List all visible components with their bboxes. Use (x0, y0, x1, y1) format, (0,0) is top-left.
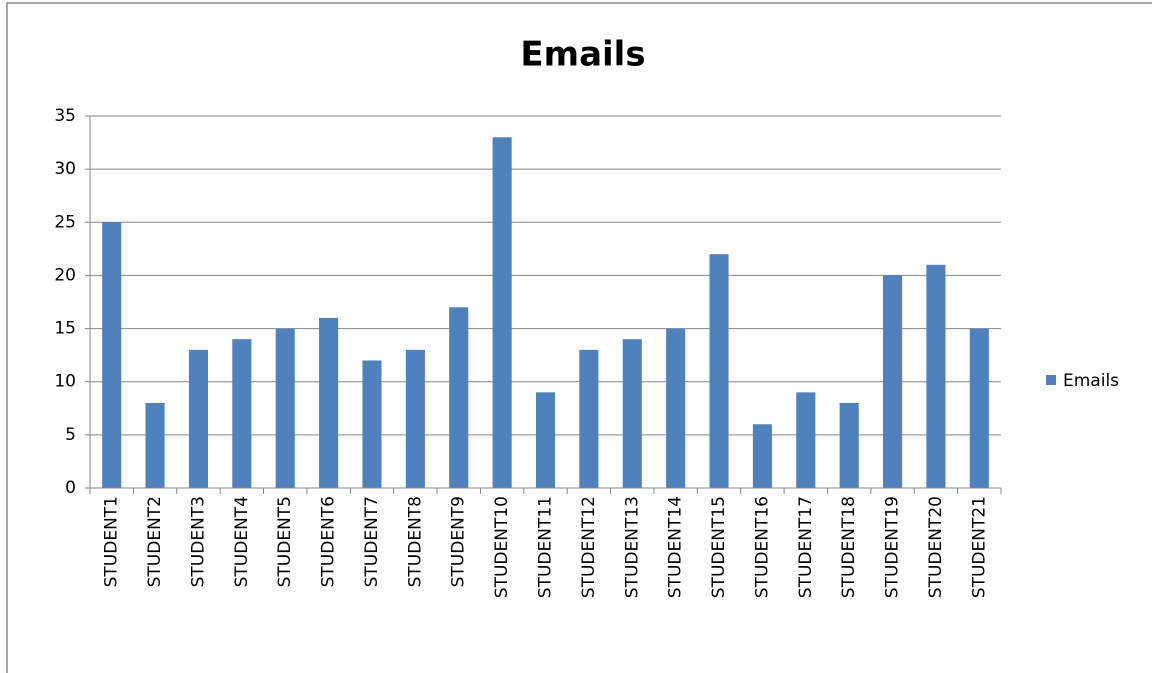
bar (839, 402, 859, 488)
bar (362, 360, 382, 488)
bar (926, 264, 946, 488)
bar (883, 275, 903, 488)
bar (449, 307, 469, 488)
y-tick-label: 5 (65, 425, 76, 445)
x-tick-label: STUDENT16 (752, 496, 772, 598)
x-tick-label: STUDENT13 (622, 496, 642, 598)
bar (102, 222, 122, 489)
x-tick-label: STUDENT20 (926, 496, 946, 598)
bar (188, 349, 208, 488)
y-tick-label: 30 (54, 159, 76, 179)
bar (622, 339, 642, 488)
y-tick-label: 0 (65, 478, 76, 498)
chart-frame (6, 2, 1152, 673)
x-tick-label: STUDENT10 (492, 496, 512, 598)
bar (275, 328, 295, 488)
bar (232, 339, 252, 488)
bar (796, 392, 816, 488)
legend-label: Emails (1063, 371, 1119, 391)
x-tick-label: STUDENT7 (362, 496, 382, 587)
y-tick-label: 20 (54, 265, 76, 285)
x-tick-label: STUDENT19 (883, 496, 903, 598)
x-tick-label: STUDENT2 (145, 496, 165, 587)
bar (709, 254, 729, 488)
x-tick-label: STUDENT8 (405, 496, 425, 587)
x-tick-label: STUDENT14 (666, 496, 686, 598)
x-tick-label: STUDENT17 (796, 496, 816, 598)
x-tick-label: STUDENT4 (232, 496, 252, 587)
bar (319, 317, 339, 488)
x-tick-label: STUDENT1 (102, 496, 122, 587)
y-tick-label: 15 (54, 319, 76, 339)
bar (145, 402, 165, 488)
x-tick-label: STUDENT11 (536, 496, 556, 598)
x-tick-label: STUDENT5 (275, 496, 295, 587)
bar (752, 424, 772, 488)
bar (969, 328, 989, 488)
bar (492, 137, 512, 488)
x-tick-label: STUDENT15 (709, 496, 729, 598)
x-tick-label: STUDENT12 (579, 496, 599, 598)
bar (405, 349, 425, 488)
chart-title: Emails (520, 35, 645, 75)
legend-swatch (1046, 375, 1056, 385)
bar (535, 392, 556, 488)
bar (666, 328, 686, 488)
x-tick-label: STUDENT6 (319, 496, 339, 587)
x-tick-label: STUDENT21 (969, 496, 989, 598)
x-tick-label: STUDENT9 (449, 496, 469, 587)
bar (579, 349, 599, 488)
y-tick-label: 35 (54, 106, 76, 126)
y-tick-label: 10 (54, 372, 76, 392)
x-tick-label: STUDENT3 (188, 496, 208, 587)
x-tick-label: STUDENT18 (839, 496, 859, 598)
y-tick-label: 25 (54, 212, 76, 232)
